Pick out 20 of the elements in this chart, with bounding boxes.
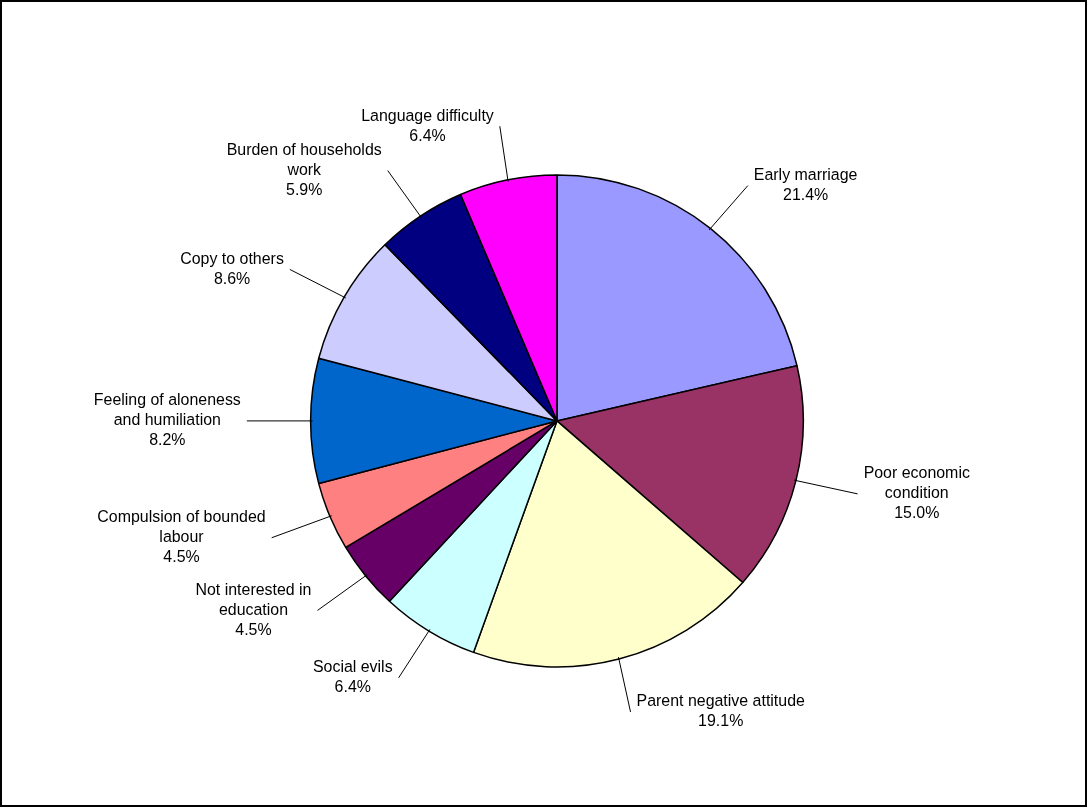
- slice-label: Feeling of aloneness and humiliation: [93, 391, 241, 429]
- data-label: 8.6%: [213, 269, 251, 287]
- data-label: 19.1%: [698, 712, 744, 730]
- slice-label: Poor economic condition: [863, 464, 970, 502]
- slice-label: Social evils: [312, 658, 393, 676]
- data-label: 4.5%: [163, 548, 200, 566]
- slice-label: Copy to others: [180, 249, 284, 267]
- slice-label: Burden of households work: [226, 141, 382, 178]
- slice-label: Parent negative attitude: [636, 692, 805, 710]
- slice-label: Early marriage: [753, 166, 858, 184]
- data-label: 4.5%: [235, 620, 272, 638]
- data-label: 21.4%: [783, 185, 829, 203]
- slice-label: Not interested in education: [195, 580, 312, 618]
- data-label: 6.4%: [334, 678, 371, 696]
- data-label: 5.9%: [286, 180, 323, 198]
- slice-label: Language difficulty: [361, 106, 494, 124]
- data-label: 15.0%: [894, 504, 940, 522]
- slice-label: Compulsion of bounded labour: [97, 508, 266, 546]
- data-label: 8.2%: [149, 431, 186, 449]
- data-label: 6.4%: [409, 126, 446, 144]
